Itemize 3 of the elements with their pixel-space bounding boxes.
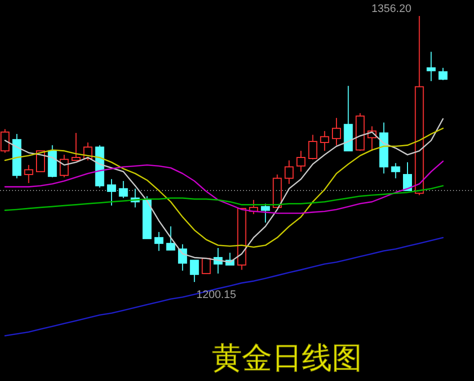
text: 黄金日线图 xyxy=(212,341,362,376)
text: 1356.20 xyxy=(372,3,412,15)
text: 1200.15 xyxy=(196,289,236,301)
